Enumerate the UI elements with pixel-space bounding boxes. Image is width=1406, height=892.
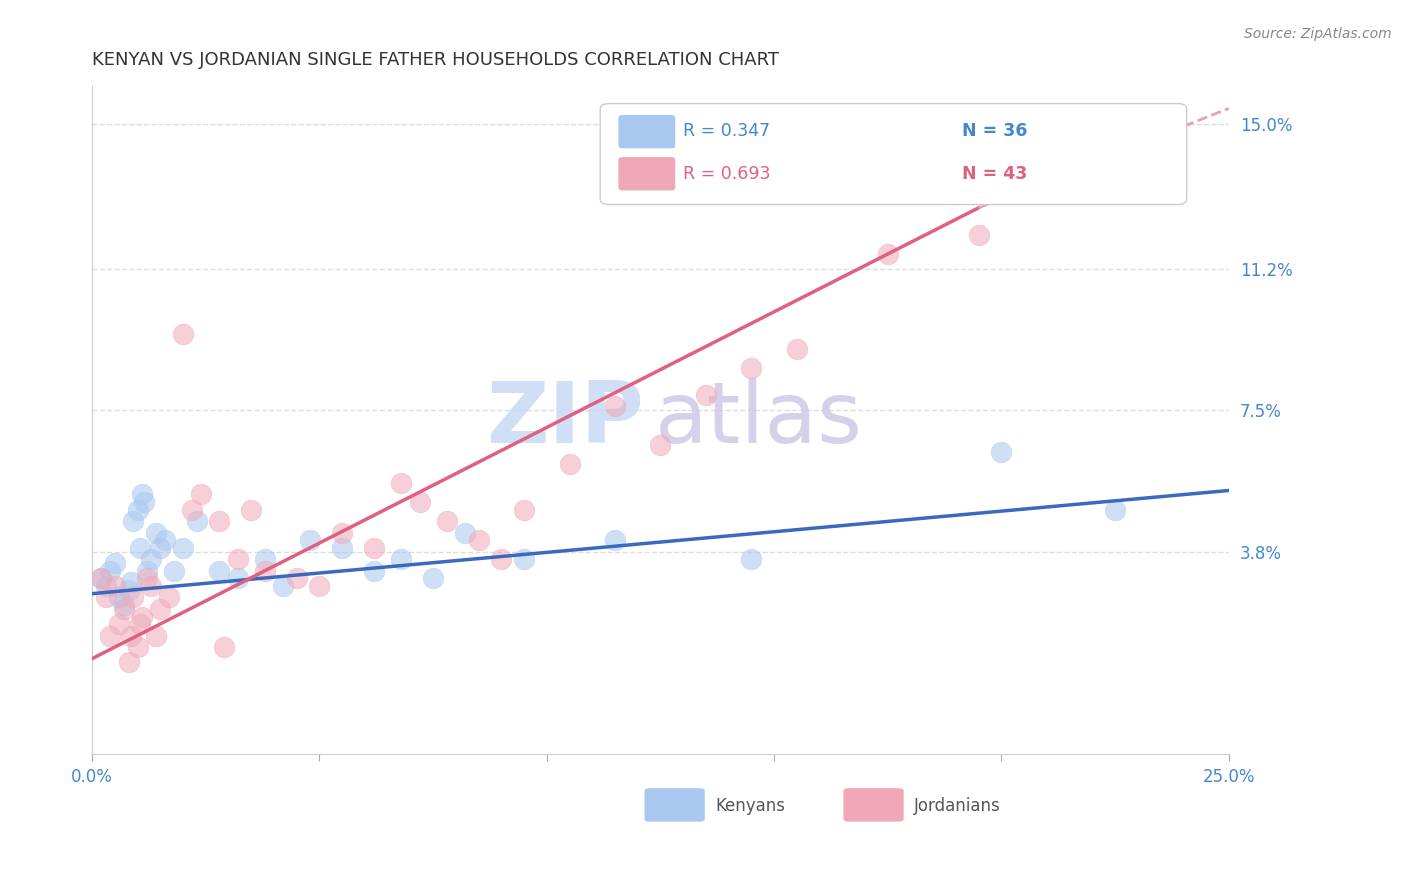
- Point: [467, 533, 489, 548]
- Point: [94, 579, 117, 593]
- Point: [127, 502, 149, 516]
- Point: [112, 602, 135, 616]
- Text: N = 43: N = 43: [962, 165, 1026, 183]
- Point: [330, 541, 353, 555]
- Point: [145, 629, 167, 643]
- Point: [163, 564, 186, 578]
- Point: [208, 564, 231, 578]
- Point: [104, 579, 127, 593]
- Point: [212, 640, 235, 654]
- Point: [990, 445, 1012, 459]
- Point: [454, 525, 477, 540]
- FancyBboxPatch shape: [619, 115, 675, 148]
- Point: [603, 400, 626, 414]
- Point: [513, 502, 536, 516]
- Text: Jordanians: Jordanians: [914, 797, 1001, 814]
- Point: [308, 579, 330, 593]
- Text: ZIP: ZIP: [485, 378, 644, 461]
- Point: [117, 582, 139, 597]
- Point: [786, 342, 808, 356]
- Point: [363, 541, 385, 555]
- Point: [117, 656, 139, 670]
- Text: R = 0.347: R = 0.347: [683, 122, 770, 140]
- Point: [695, 388, 717, 402]
- Point: [408, 495, 430, 509]
- Point: [1104, 502, 1126, 516]
- Point: [122, 514, 145, 528]
- Point: [172, 326, 194, 341]
- Point: [253, 552, 276, 566]
- Point: [186, 514, 208, 528]
- Text: R = 0.693: R = 0.693: [683, 165, 770, 183]
- Point: [153, 533, 176, 548]
- Point: [90, 571, 112, 585]
- FancyBboxPatch shape: [844, 789, 904, 822]
- Point: [98, 629, 121, 643]
- Point: [330, 525, 353, 540]
- Point: [285, 571, 308, 585]
- Point: [299, 533, 322, 548]
- Point: [876, 246, 898, 260]
- Text: Kenyans: Kenyans: [716, 797, 785, 814]
- Point: [181, 502, 204, 516]
- Point: [208, 514, 231, 528]
- Point: [253, 564, 276, 578]
- Point: [131, 609, 153, 624]
- Point: [108, 617, 131, 632]
- Point: [90, 571, 112, 585]
- Point: [98, 564, 121, 578]
- Point: [271, 579, 294, 593]
- Text: N = 36: N = 36: [962, 122, 1026, 140]
- Point: [112, 598, 135, 612]
- Point: [190, 487, 212, 501]
- Point: [145, 525, 167, 540]
- Point: [94, 591, 117, 605]
- Point: [226, 552, 249, 566]
- FancyBboxPatch shape: [600, 103, 1187, 204]
- Point: [967, 227, 990, 242]
- Point: [131, 487, 153, 501]
- Text: atlas: atlas: [655, 378, 863, 461]
- Point: [650, 437, 672, 451]
- FancyBboxPatch shape: [619, 157, 675, 191]
- Point: [389, 475, 412, 490]
- Point: [491, 552, 513, 566]
- Point: [129, 541, 152, 555]
- Point: [122, 591, 145, 605]
- Point: [740, 552, 762, 566]
- Text: Source: ZipAtlas.com: Source: ZipAtlas.com: [1244, 27, 1392, 41]
- Point: [740, 361, 762, 376]
- Point: [108, 591, 131, 605]
- Point: [120, 575, 142, 590]
- Point: [141, 579, 163, 593]
- Point: [240, 502, 263, 516]
- Point: [141, 552, 163, 566]
- Point: [159, 591, 181, 605]
- Point: [558, 457, 581, 471]
- Point: [422, 571, 444, 585]
- FancyBboxPatch shape: [644, 789, 704, 822]
- Point: [149, 602, 172, 616]
- Point: [135, 571, 157, 585]
- Point: [149, 541, 172, 555]
- Point: [120, 629, 142, 643]
- Point: [436, 514, 458, 528]
- Point: [172, 541, 194, 555]
- Text: KENYAN VS JORDANIAN SINGLE FATHER HOUSEHOLDS CORRELATION CHART: KENYAN VS JORDANIAN SINGLE FATHER HOUSEH…: [93, 51, 779, 69]
- Point: [603, 533, 626, 548]
- Point: [134, 495, 156, 509]
- Point: [513, 552, 536, 566]
- Point: [135, 564, 157, 578]
- Point: [363, 564, 385, 578]
- Point: [129, 617, 152, 632]
- Point: [127, 640, 149, 654]
- Point: [389, 552, 412, 566]
- Point: [104, 556, 127, 570]
- Point: [226, 571, 249, 585]
